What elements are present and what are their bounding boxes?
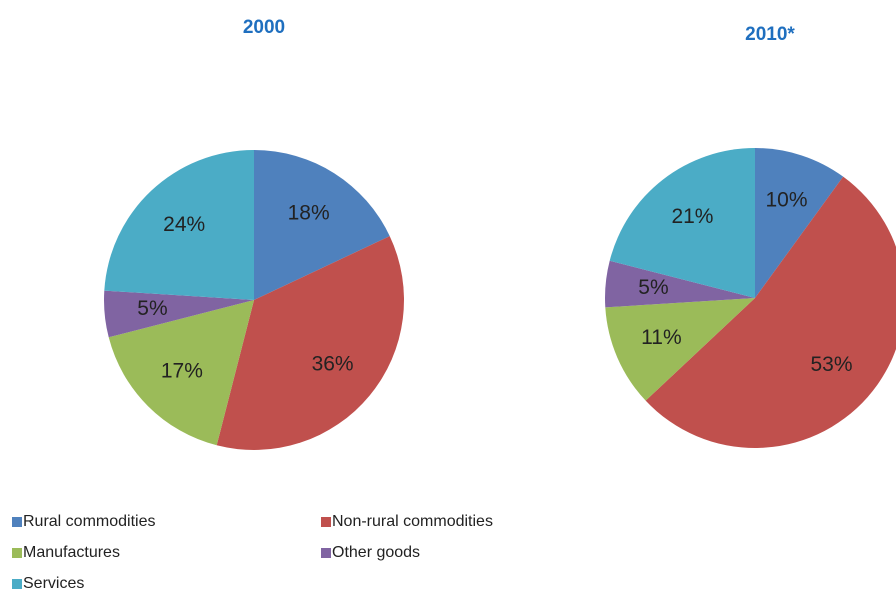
legend-label: Other goods	[332, 544, 420, 561]
pie-slice	[605, 260, 755, 308]
legend-swatch	[12, 548, 22, 558]
data-label: 5%	[638, 276, 668, 299]
legend-swatch	[321, 517, 331, 527]
legend-label: Manufactures	[23, 544, 120, 561]
chart-title: 2010*	[745, 24, 795, 45]
pie-slice	[104, 150, 254, 300]
data-label: 53%	[810, 353, 852, 376]
data-label: 21%	[671, 205, 713, 228]
data-label: 5%	[137, 297, 167, 320]
data-label: 18%	[288, 201, 330, 224]
legend-swatch	[12, 579, 22, 589]
data-label: 10%	[766, 189, 808, 212]
legend-label: Services	[23, 575, 84, 592]
pie-slice	[104, 290, 254, 338]
data-label: 24%	[163, 213, 205, 236]
legend-label: Non-rural commodities	[332, 513, 493, 530]
chart-title: 2000	[243, 17, 285, 38]
legend-swatch	[12, 517, 22, 527]
pie-slice	[645, 176, 896, 448]
pie-slice	[605, 298, 755, 401]
legend-label: Rural commodities	[23, 513, 155, 530]
pie-slice	[108, 300, 254, 446]
pie-slice	[216, 236, 405, 451]
pie-slice	[755, 148, 844, 298]
data-label: 17%	[161, 360, 203, 383]
legend-swatch	[321, 548, 331, 558]
data-label: 11%	[641, 326, 681, 349]
pie-slice	[609, 148, 755, 298]
pie-slice	[254, 150, 390, 300]
data-label: 36%	[312, 353, 354, 376]
